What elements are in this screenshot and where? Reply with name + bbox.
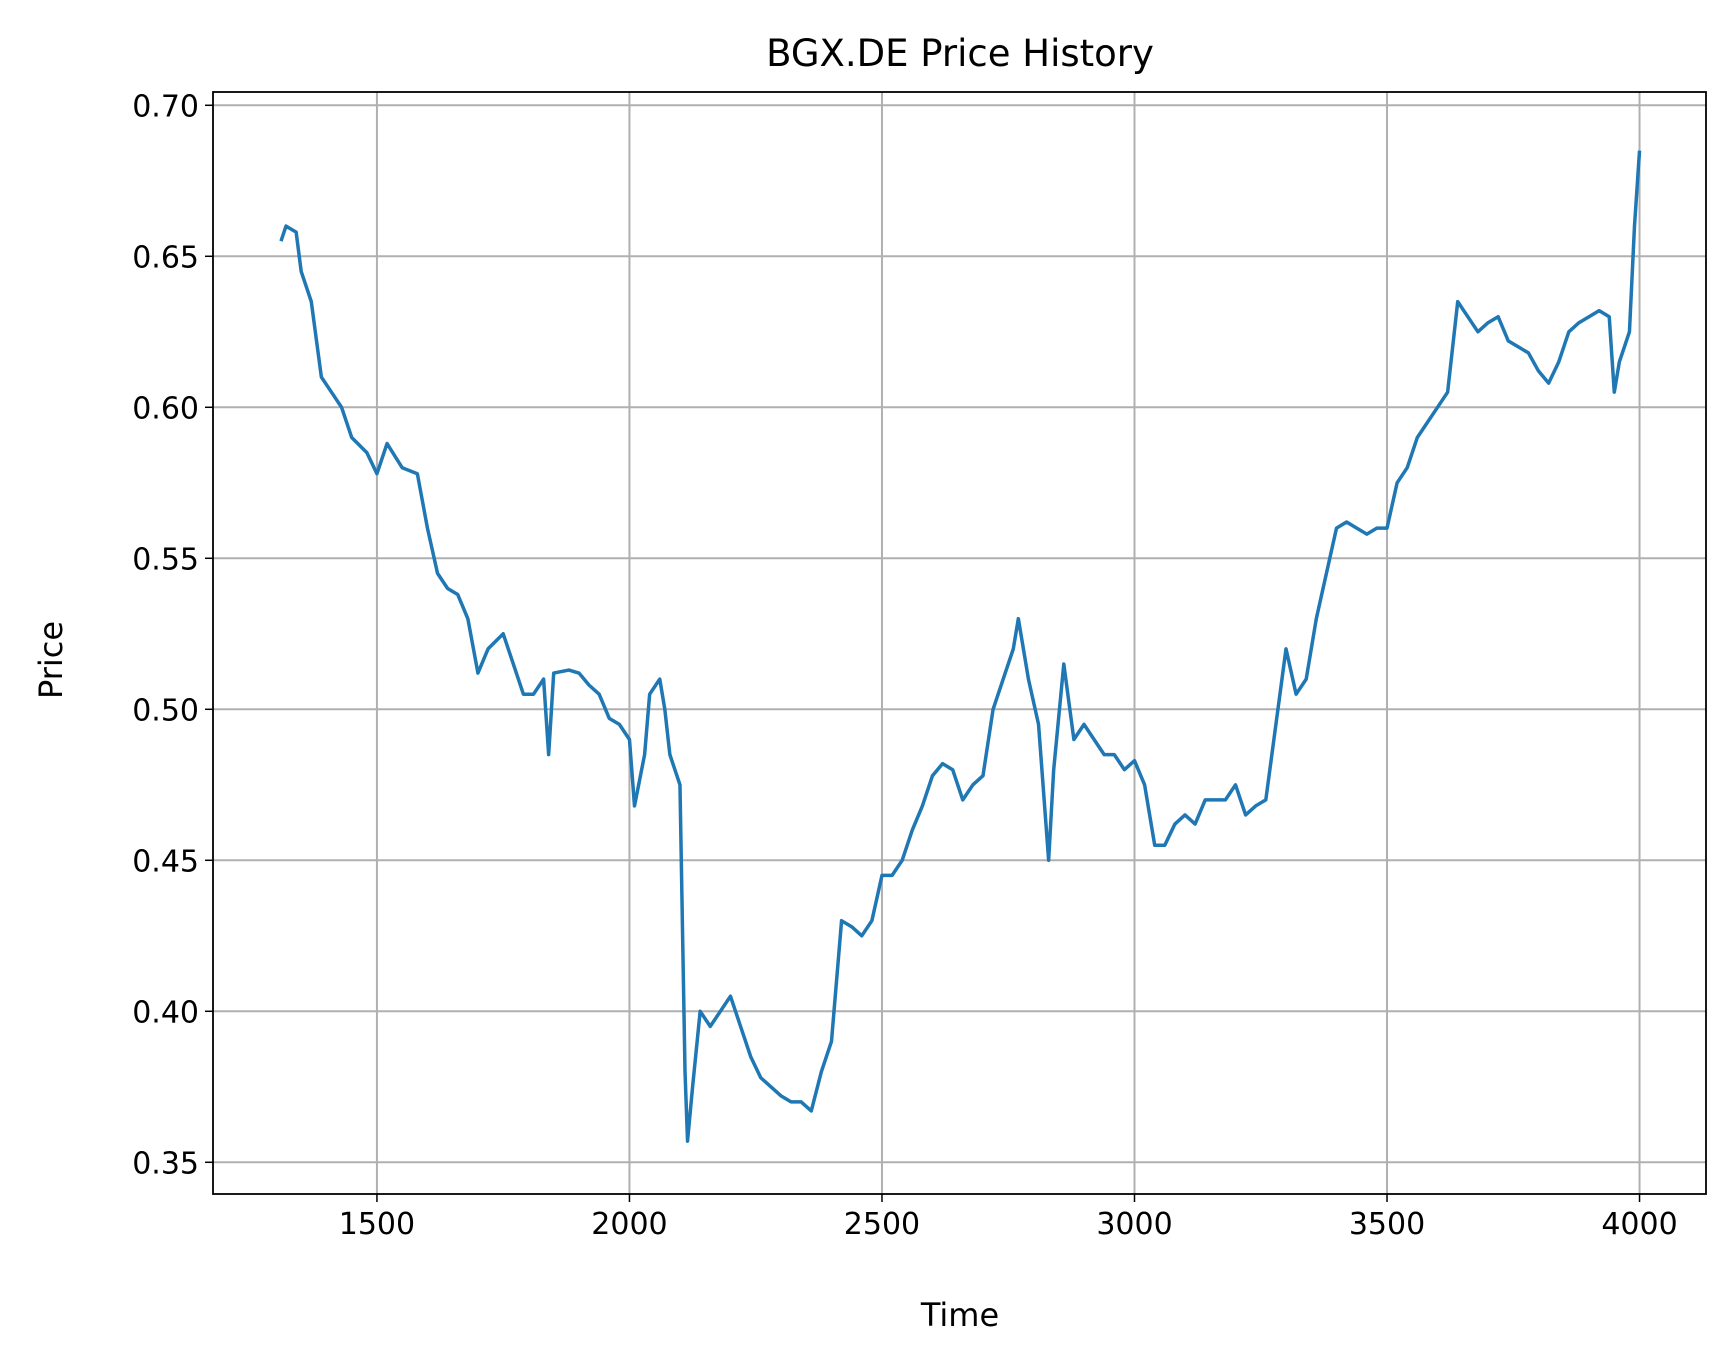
y-tick-label: 0.60 — [132, 391, 199, 426]
plot-frame — [212, 91, 1707, 1195]
x-axis-label: Time — [920, 1296, 999, 1334]
y-tick-label: 0.40 — [132, 995, 199, 1030]
x-tick-label: 1500 — [339, 1207, 415, 1242]
y-tick-label: 0.70 — [132, 89, 199, 124]
y-tick-label: 0.55 — [132, 542, 199, 577]
y-tick-label: 0.45 — [132, 844, 199, 879]
y-tick-label: 0.35 — [132, 1146, 199, 1181]
price-line — [279, 150, 1642, 1143]
x-tick-label: 3500 — [1349, 1207, 1425, 1242]
x-tick-label: 2500 — [844, 1207, 920, 1242]
y-axis-label: Price — [32, 621, 70, 699]
y-tick-label: 0.50 — [132, 693, 199, 728]
x-tick-label: 3000 — [1096, 1207, 1172, 1242]
x-tick-label: 2000 — [591, 1207, 667, 1242]
x-tick-label: 4000 — [1601, 1207, 1677, 1242]
chart-title: BGX.DE Price History — [766, 32, 1154, 75]
y-tick-label: 0.65 — [132, 240, 199, 275]
